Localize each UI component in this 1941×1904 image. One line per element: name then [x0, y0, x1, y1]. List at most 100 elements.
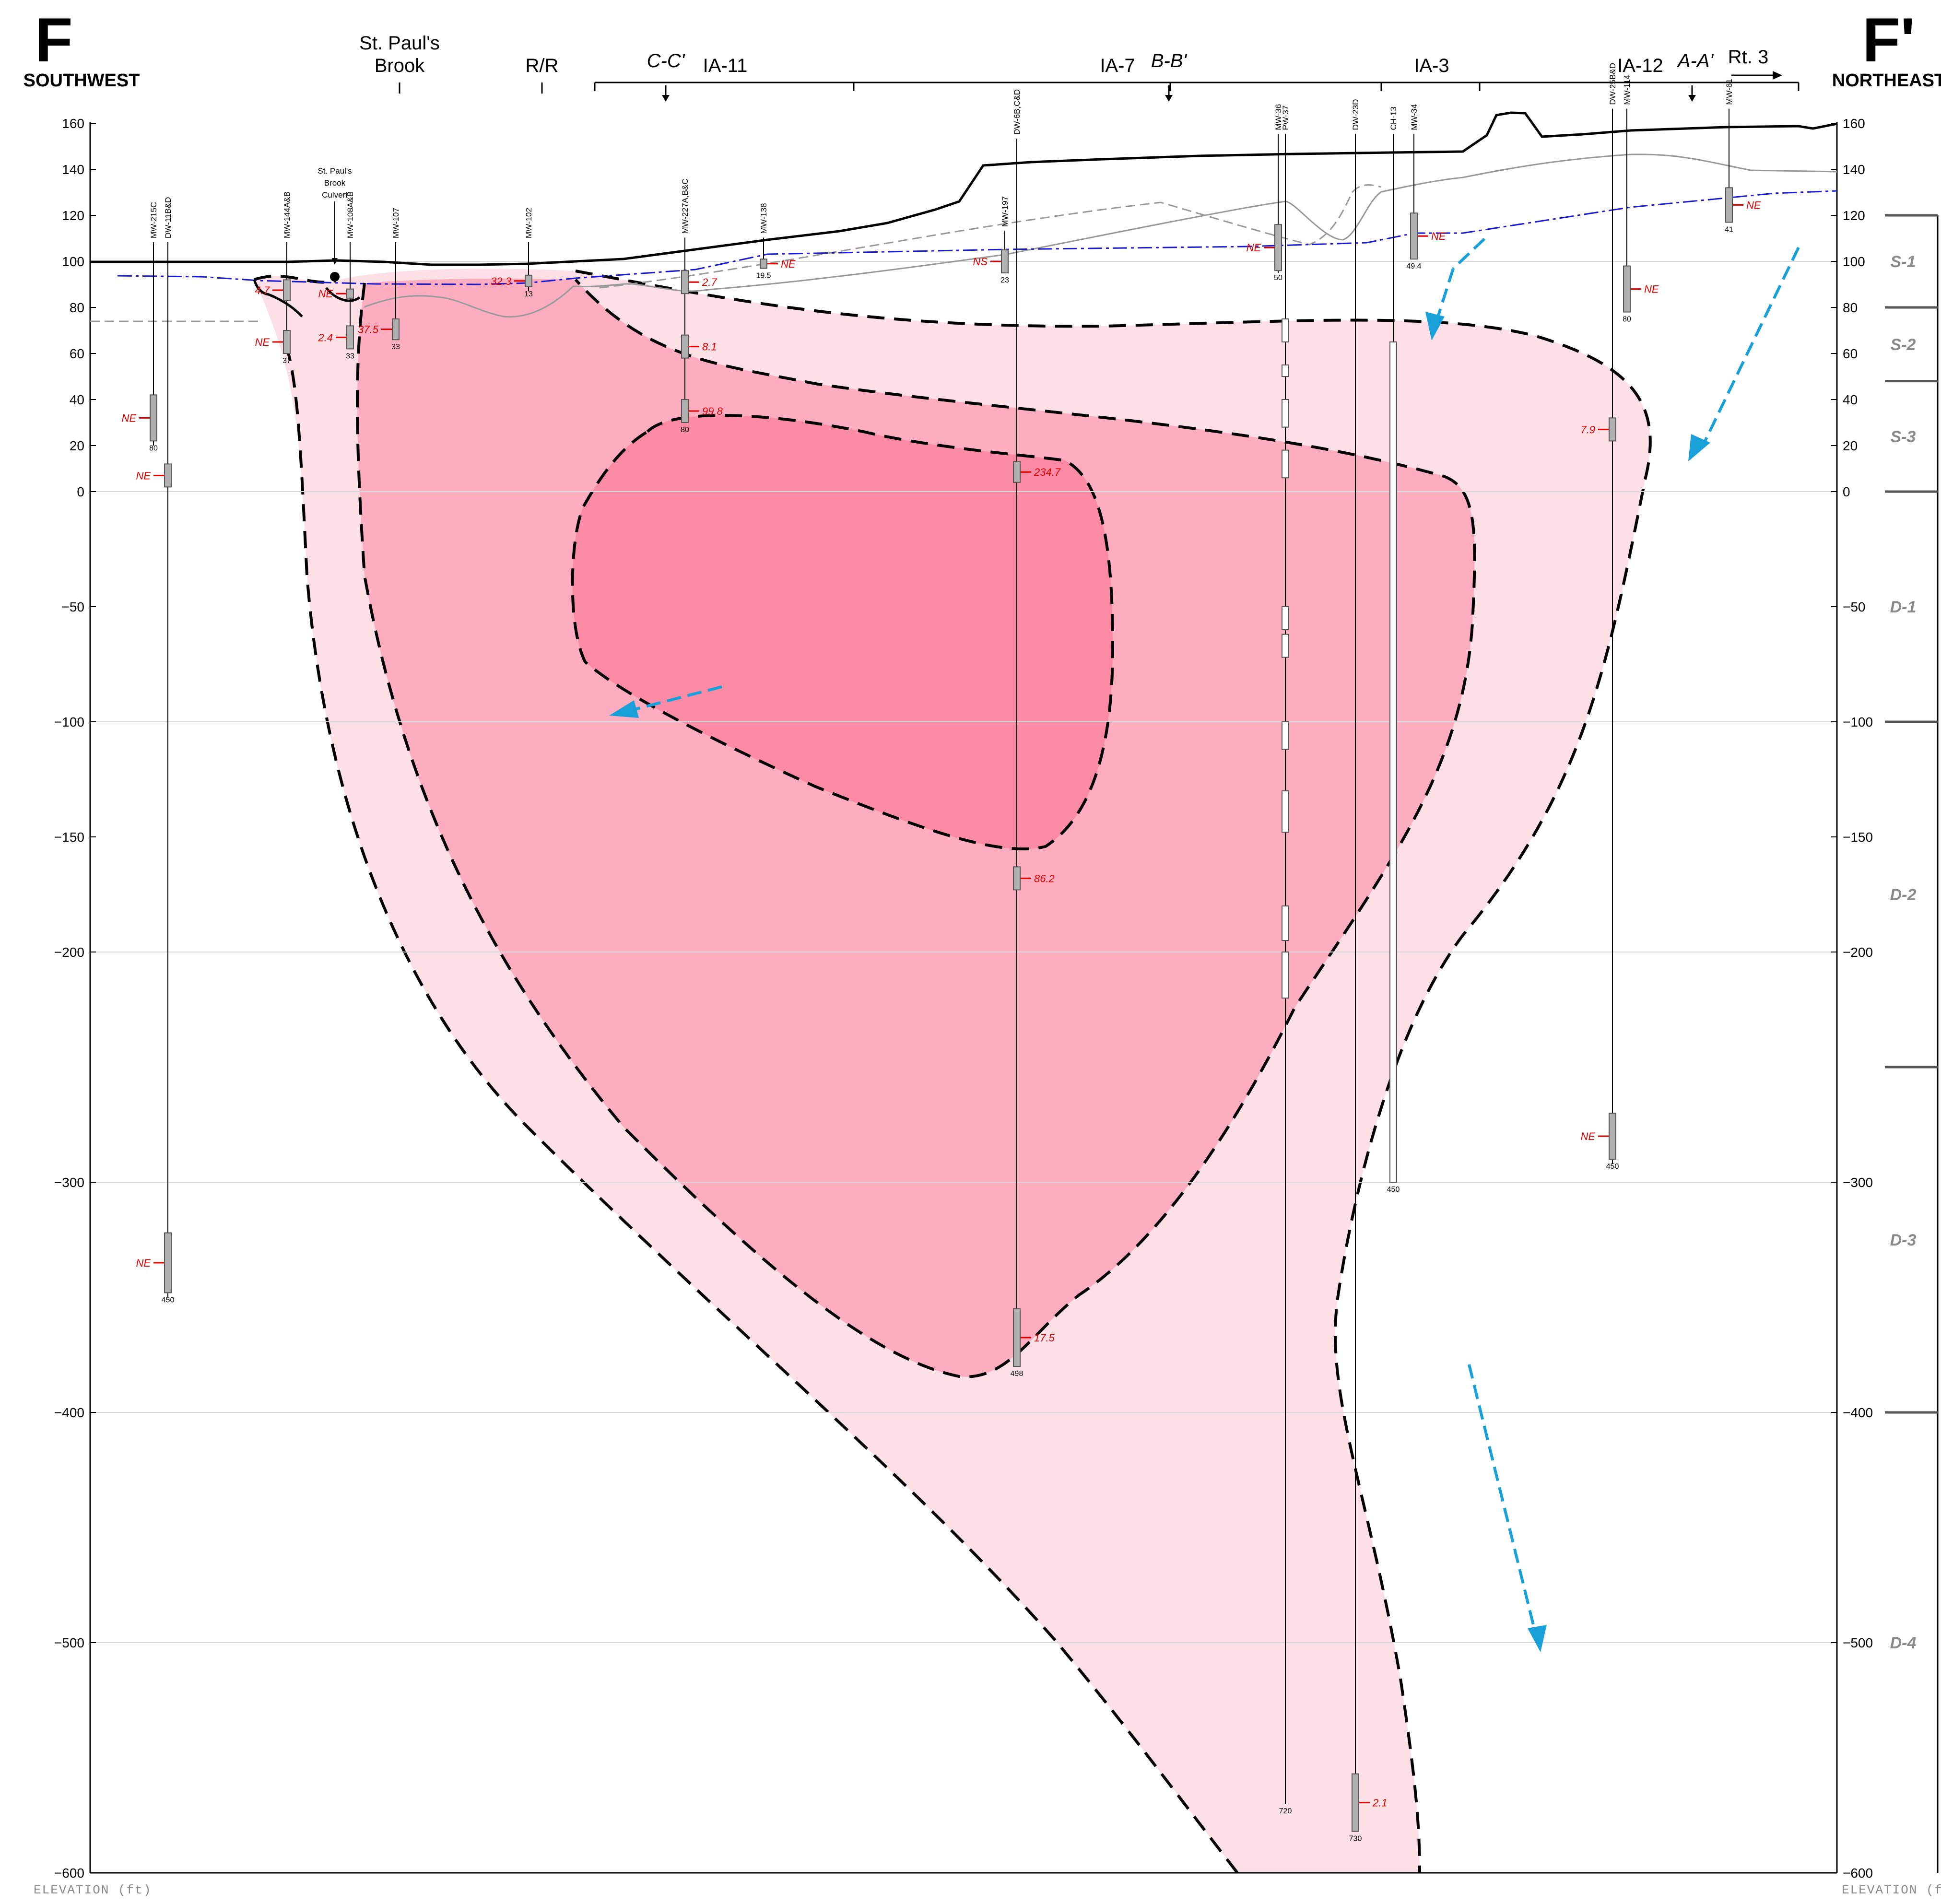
- unit-label: D-3: [1890, 1231, 1917, 1249]
- left-tick-label: 20: [70, 438, 84, 453]
- feature-cc: C-C': [647, 50, 685, 71]
- well-name: PW-37: [1281, 106, 1290, 130]
- left-tick-label: 0: [77, 484, 84, 499]
- left-tick-label: 140: [62, 162, 84, 177]
- left-tick-label: 60: [70, 346, 84, 361]
- well-depth: 19.5: [756, 271, 771, 280]
- well-DW-23D: DW-23D 2.1 730: [1349, 99, 1388, 1843]
- pw37-screen: [1282, 905, 1289, 941]
- unit-label: S-3: [1891, 428, 1916, 446]
- well-screen: [1623, 265, 1631, 313]
- well-name: MW-114: [1623, 75, 1632, 105]
- well-concentration: 4.7: [255, 284, 270, 296]
- well-screen: [1013, 866, 1021, 891]
- left-tick-label: 160: [62, 116, 84, 131]
- well-screen: [681, 334, 689, 359]
- well-name: MW-144A&B: [282, 191, 292, 238]
- well-concentration: NE: [136, 1257, 151, 1269]
- well-depth: 498: [1011, 1370, 1023, 1378]
- pw37-screen: [1282, 952, 1289, 999]
- right-tick-label: −100: [1843, 715, 1873, 729]
- concentration-zones: [254, 269, 1650, 1873]
- zone-inner: [572, 415, 1113, 849]
- well-depth: 41: [1725, 225, 1733, 234]
- right-tick-label: −200: [1843, 945, 1873, 960]
- well-concentration: NE: [121, 412, 136, 424]
- pw37-screen: [1282, 606, 1289, 630]
- well-concentration: 8.1: [702, 341, 717, 353]
- well-concentration: 2.4: [318, 331, 333, 343]
- contour-outer: [254, 270, 1652, 1874]
- zone-contours: [254, 270, 1652, 1874]
- well-depth: 720: [1279, 1807, 1292, 1815]
- feature-ia3: IA-3: [1414, 55, 1449, 76]
- pw37-screen: [1282, 634, 1289, 658]
- well-name: MW-215C: [149, 202, 158, 238]
- unit-label: D-4: [1890, 1634, 1917, 1652]
- right-tick-label: 100: [1843, 254, 1865, 269]
- flow-arrowheads: [609, 312, 1710, 1652]
- water-table: [117, 190, 1837, 285]
- well-concentration: 32.3: [491, 275, 512, 287]
- right-tick-label: 0: [1843, 484, 1850, 499]
- well-depth: 50: [1274, 274, 1282, 282]
- left-tick-label: −150: [54, 830, 84, 845]
- station-line: [399, 74, 1800, 101]
- well-concentration: NE: [1746, 199, 1761, 211]
- well-name: MW-197: [1000, 196, 1010, 227]
- unit-label: S-1: [1891, 253, 1916, 271]
- well-depth: 33: [391, 343, 400, 351]
- right-ticks: 160 140 120 100 80 60 40 20 0 −50 −100 −150 −200 −300…: [1831, 116, 1873, 1880]
- well-depth: 49.4: [1406, 262, 1421, 270]
- left-tick-label: 80: [70, 300, 84, 315]
- gridlines: [90, 261, 1837, 1643]
- well-DW-25B&D: DW-25B&D 7.9 NE 450: [1580, 63, 1619, 1171]
- well-concentration: NE: [781, 258, 796, 270]
- well-name: MW-36: [1274, 104, 1283, 130]
- culvert-symbol: [330, 272, 340, 282]
- well-concentration: 37.5: [358, 324, 379, 336]
- well-depth: 730: [1349, 1835, 1362, 1843]
- contour-inner: [571, 414, 1115, 851]
- well-name: MW-138: [759, 203, 768, 234]
- well-screen: [1410, 212, 1418, 260]
- pw37-screen: [1282, 364, 1289, 377]
- well-screen: [1725, 187, 1733, 223]
- right-tick-label: 60: [1843, 346, 1858, 361]
- left-tick-label: 100: [62, 254, 84, 269]
- northeast-label: NORTHEAST: [1832, 71, 1941, 91]
- culvert-label-2: Brook: [324, 178, 346, 188]
- well-screen: [1274, 224, 1282, 271]
- left-tick-label: −500: [54, 1635, 84, 1650]
- well-screen: [1352, 1773, 1359, 1832]
- pw37-screen: [1282, 399, 1289, 428]
- well-name: MW-34: [1410, 104, 1419, 130]
- feature-stpauls: St. Paul's: [359, 33, 440, 54]
- left-tick-label: −50: [62, 599, 85, 614]
- well-depth: 37: [282, 357, 291, 365]
- pw37-screens: [1282, 318, 1289, 999]
- well-MW-197: MW-197 NS 23: [973, 196, 1010, 284]
- right-tick-label: 120: [1843, 208, 1865, 223]
- right-tick-label: 140: [1843, 162, 1865, 177]
- well-depth: 80: [1623, 316, 1631, 324]
- well-concentration: NE: [1644, 283, 1659, 295]
- elevation-label-left: ELEVATION (ft): [34, 1883, 152, 1897]
- well-MW-144A&B: MW-144A&B 4.7 NE 37: [255, 191, 292, 365]
- groundwater-flow-arrows: [623, 237, 1800, 1631]
- unit-label: D-1: [1890, 598, 1917, 616]
- well-MW-138: MW-138 NE 19.5: [756, 203, 795, 280]
- well-screen: [150, 394, 157, 442]
- pw37-screen: [1282, 721, 1289, 750]
- left-tick-label: −200: [54, 945, 84, 960]
- well-depth: 80: [149, 444, 158, 452]
- well-concentration: 7.9: [1580, 423, 1595, 435]
- hydro-units: S-1 S-2 S-3 D-1 D-2 D-3 D-4: [1885, 214, 1939, 1873]
- feature-aa: A-A': [1677, 50, 1714, 71]
- well-screen: [681, 399, 689, 423]
- right-tick-label: −500: [1843, 1635, 1873, 1650]
- well-name: DW-6B,C&D: [1012, 89, 1022, 135]
- left-tick-label: −100: [54, 715, 84, 729]
- well-depth: 450: [162, 1296, 175, 1304]
